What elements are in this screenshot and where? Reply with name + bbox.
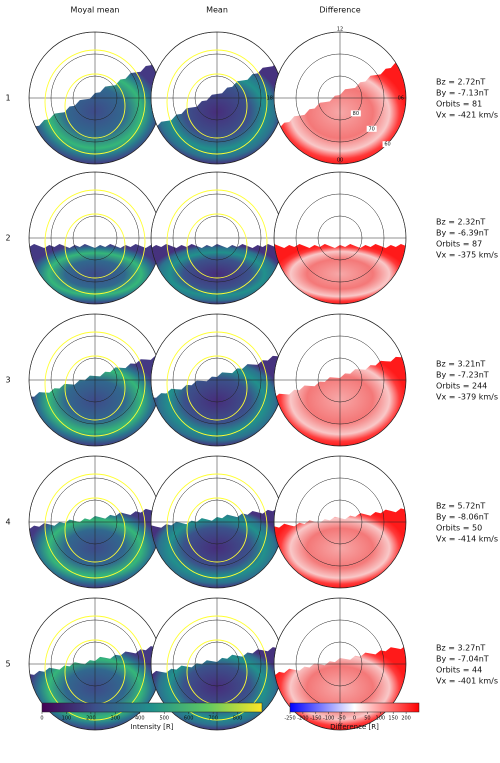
oval-boundary	[44, 189, 146, 295]
polar-panel	[151, 32, 283, 164]
ring-label-bg	[366, 125, 377, 132]
row-label: 5	[5, 660, 10, 669]
colorbar-tick-label: -50	[338, 716, 346, 722]
oval-boundary	[166, 331, 268, 437]
oval-boundary	[166, 615, 268, 721]
row-annotation: Bz = 3.27nT	[436, 644, 485, 653]
panel-border	[273, 455, 407, 589]
column-title: Mean	[206, 6, 228, 15]
row-annotation: Orbits = 44	[436, 666, 482, 675]
row-annotation: Bz = 2.32nT	[436, 218, 485, 227]
colorbar-tick-label: 400	[135, 716, 145, 722]
row-annotation: Bz = 3.21nT	[436, 360, 485, 369]
colorbar-tick-label: 0	[353, 716, 356, 722]
oval-boundary	[44, 49, 146, 155]
colorbar	[41, 702, 263, 713]
panel-border	[273, 31, 407, 165]
colorbar-tick-label: 0	[40, 716, 43, 722]
oval-boundary	[186, 355, 248, 421]
colorbar-tick-label: -200	[297, 716, 308, 722]
colorbar-tick-label: 500	[159, 716, 169, 722]
row-annotation: By = -7.23nT	[436, 371, 489, 380]
oval-boundary	[64, 213, 126, 279]
panel-border	[273, 597, 407, 731]
oval-boundary	[186, 213, 248, 279]
polar-panel	[274, 172, 406, 304]
ring-label: 60	[384, 142, 390, 148]
ring-label: 70	[368, 126, 374, 132]
polar-panel	[274, 314, 406, 446]
polar-label: 18	[267, 96, 273, 102]
ring-label: 80	[353, 111, 359, 117]
colorbar-label: Difference [R]	[330, 723, 379, 731]
colorbar-tick-label: 700	[208, 716, 218, 722]
row-annotation: Vx = -401 km/s	[436, 677, 498, 686]
polar-label: 00	[337, 158, 343, 164]
polar-panel	[29, 32, 161, 164]
row-annotation: Orbits = 244	[436, 382, 487, 391]
panel-border	[273, 313, 407, 447]
colorbar-tick-label: 100	[376, 716, 386, 722]
ring-label-bg	[382, 141, 393, 148]
row-annotation: Vx = -421 km/s	[436, 111, 498, 120]
row-annotation: Vx = -414 km/s	[436, 535, 498, 544]
oval-boundary	[44, 331, 146, 437]
colorbar-tick-label: 100	[62, 716, 72, 722]
colorbar-tick-label: 200	[86, 716, 96, 722]
row-annotation: Orbits = 50	[436, 524, 482, 533]
oval-boundary	[166, 49, 268, 155]
row-annotation: Orbits = 87	[436, 240, 482, 249]
oval-boundary	[186, 73, 248, 139]
colorbar	[289, 702, 420, 713]
colorbar-tick-label: -250	[284, 716, 295, 722]
oval-boundary	[44, 615, 146, 721]
oval-boundary	[64, 355, 126, 421]
row-annotation: Orbits = 81	[436, 100, 482, 109]
panel-border	[273, 171, 407, 305]
polar-panel	[274, 456, 406, 588]
ring-label-bg	[350, 110, 361, 117]
colorbar-tick-label: 50	[364, 716, 370, 722]
polar-panel	[29, 456, 161, 588]
colorbar-label: Intensity [R]	[130, 723, 173, 731]
row-annotation: Vx = -379 km/s	[436, 393, 498, 402]
oval-boundary	[186, 497, 248, 563]
colorbar-tick-label: 150	[388, 716, 398, 722]
polar-label: 06	[398, 96, 404, 102]
column-title: Moyal mean	[71, 6, 120, 15]
row-annotation: Bz = 2.72nT	[436, 78, 485, 87]
oval-boundary	[166, 473, 268, 579]
row-annotation: By = -8.06nT	[436, 513, 489, 522]
polar-panel	[29, 314, 161, 446]
row-label: 2	[5, 234, 10, 243]
colorbar-tick-label: 600	[184, 716, 194, 722]
row-annotation: By = -7.04nT	[436, 655, 489, 664]
colorbar-tick-label: 800	[233, 716, 243, 722]
polar-panel	[151, 172, 283, 304]
colorbar-tick-label: -100	[323, 716, 334, 722]
row-annotation: By = -6.39nT	[436, 229, 489, 238]
colorbar-tick-label: -150	[310, 716, 321, 722]
row-annotation: Bz = 5.72nT	[436, 502, 485, 511]
row-label: 3	[5, 376, 10, 385]
polar-panel	[29, 172, 161, 304]
polar-panel	[151, 314, 283, 446]
column-title: Difference	[319, 6, 360, 15]
colorbar-tick-label: 200	[401, 716, 411, 722]
row-annotation: Vx = -375 km/s	[436, 251, 498, 260]
oval-boundary	[64, 73, 126, 139]
polar-label: 12	[337, 27, 343, 33]
oval-boundary	[44, 473, 146, 579]
row-label: 4	[5, 518, 10, 527]
polar-panel	[151, 456, 283, 588]
row-label: 1	[5, 94, 10, 103]
oval-boundary	[166, 189, 268, 295]
row-annotation: By = -7.13nT	[436, 89, 489, 98]
colorbar-tick-label: 300	[111, 716, 121, 722]
oval-boundary	[64, 497, 126, 563]
